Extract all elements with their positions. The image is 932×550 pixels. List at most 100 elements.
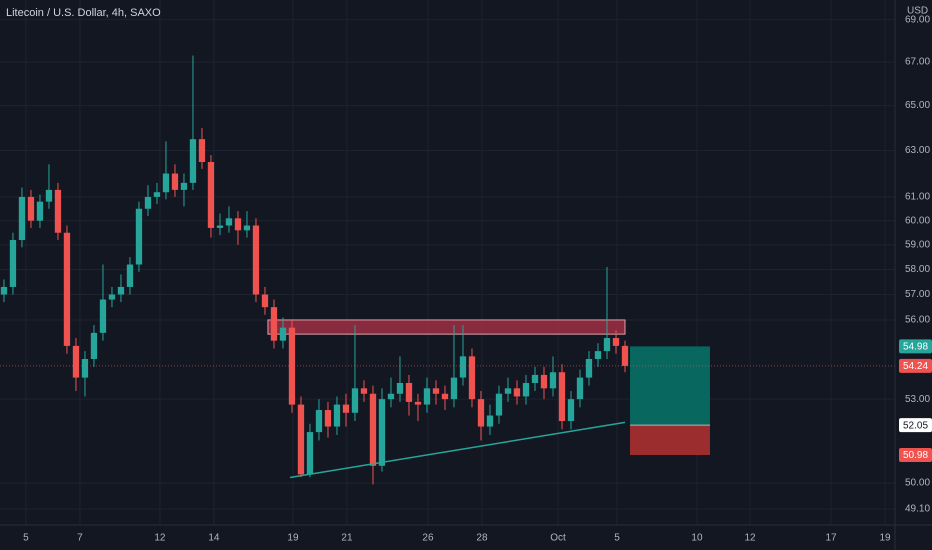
stop-price-label-bg — [899, 448, 932, 463]
candle-body — [180, 182, 188, 190]
x-tick-label: 26 — [422, 533, 434, 544]
grid — [0, 0, 895, 525]
candle-body — [189, 139, 197, 183]
candle-body — [216, 225, 224, 228]
candle-body — [522, 382, 530, 397]
candle-body — [585, 359, 593, 378]
candle-body — [9, 240, 17, 287]
candle-body — [0, 286, 8, 295]
candle-body — [603, 338, 611, 352]
candle-body — [126, 264, 134, 287]
candle-body — [171, 173, 179, 190]
candle-body — [162, 173, 170, 193]
y-tick-label: 67.00 — [905, 57, 930, 68]
x-tick-label: Oct — [550, 533, 566, 544]
plot-area — [0, 55, 895, 485]
y-tick-label: 49.10 — [905, 504, 930, 515]
candle-body — [504, 388, 512, 394]
candle-body — [378, 399, 386, 466]
chart-title: Litecoin / U.S. Dollar, 4h, SAXO — [6, 7, 161, 19]
x-tick-label: 10 — [691, 533, 703, 544]
x-tick-label: 5 — [614, 533, 620, 544]
y-tick-label: 53.00 — [905, 394, 930, 405]
candle-body — [270, 307, 278, 341]
candle-body — [558, 372, 566, 422]
candle-body — [405, 382, 413, 402]
currency-label: USD — [907, 6, 928, 17]
y-tick-label: 58.00 — [905, 264, 930, 275]
candle-body — [621, 345, 629, 366]
candle-body — [117, 286, 125, 295]
candle-body — [441, 393, 449, 400]
candle-body — [72, 345, 80, 378]
entry-price-label-bg — [899, 418, 932, 433]
candle-body — [243, 225, 251, 231]
y-tick-label: 61.00 — [905, 192, 930, 203]
x-tick-label: 12 — [744, 533, 756, 544]
candle-body — [333, 404, 341, 427]
x-tick-label: 17 — [825, 533, 837, 544]
candle-body — [468, 356, 476, 400]
candle-body — [279, 327, 287, 341]
y-tick-label: 63.00 — [905, 145, 930, 156]
candle-body — [54, 189, 62, 233]
y-tick-label: 57.00 — [905, 289, 930, 300]
candle-body — [342, 404, 350, 413]
candle-body — [90, 332, 98, 360]
candle-body — [99, 299, 107, 333]
candle-body — [63, 232, 71, 346]
candle-body — [315, 410, 323, 433]
candle-body — [81, 359, 89, 378]
candle-body — [387, 393, 395, 400]
candle-body — [360, 388, 368, 394]
candle-body — [450, 377, 458, 400]
candle-body — [459, 356, 467, 378]
y-tick-label: 50.00 — [905, 478, 930, 489]
candle-body — [477, 399, 485, 427]
candle-body — [576, 377, 584, 400]
candle-body — [261, 294, 269, 308]
trendline — [289, 421, 626, 479]
candle-body — [207, 161, 215, 228]
candle-body — [423, 388, 431, 405]
candle-body — [531, 374, 539, 383]
y-tick-label: 69.00 — [905, 14, 930, 25]
candle-body — [297, 404, 305, 475]
x-tick-label: 28 — [476, 533, 488, 544]
x-tick-label: 19 — [879, 533, 891, 544]
entry-price-label: 52.05 — [903, 420, 928, 431]
candle-body — [594, 351, 602, 360]
candle-body — [306, 432, 314, 475]
target-area — [630, 346, 710, 426]
last-price-label: 54.24 — [903, 361, 928, 372]
candle-body — [513, 388, 521, 397]
resistance-zone — [267, 319, 626, 335]
candle-body — [414, 401, 422, 405]
candle-body — [432, 388, 440, 394]
candle-body — [36, 201, 44, 221]
candle-body — [27, 196, 35, 221]
candle-body — [486, 415, 494, 427]
candle-body — [549, 372, 557, 389]
x-tick-label: 14 — [208, 533, 220, 544]
candle-body — [198, 139, 206, 162]
candle-body — [495, 393, 503, 416]
candle-body — [144, 196, 152, 209]
x-tick-label: 12 — [154, 533, 166, 544]
candle-body — [135, 208, 143, 265]
axes: 49.10 50.00 53.00 56.00 57.00 58.00 59.00 60.00… — [23, 14, 932, 544]
candle-body — [369, 393, 377, 466]
x-tick-label: 7 — [77, 533, 83, 544]
y-tick-label: 59.00 — [905, 240, 930, 251]
y-tick-label: 56.00 — [905, 315, 930, 326]
target-price-label: 54.98 — [903, 342, 928, 353]
candle-body — [252, 225, 260, 295]
stop-area — [630, 425, 710, 456]
y-tick-label: 65.00 — [905, 100, 930, 111]
x-tick-label: 5 — [23, 533, 29, 544]
candle-body — [324, 410, 332, 427]
candle-body — [108, 294, 116, 300]
